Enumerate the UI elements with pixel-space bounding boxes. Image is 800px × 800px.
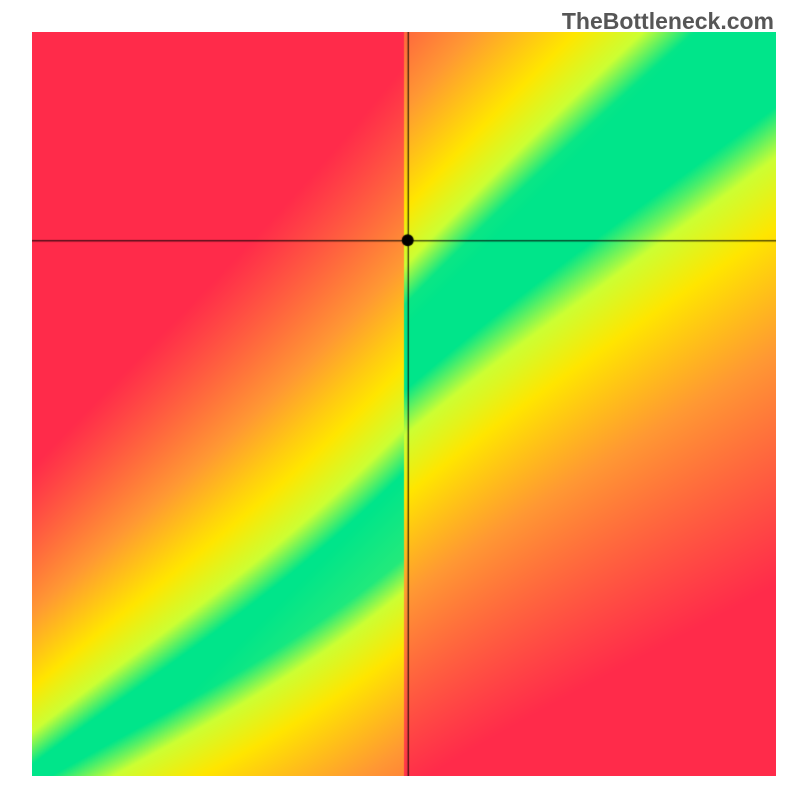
watermark-text: TheBottleneck.com: [562, 8, 774, 35]
bottleneck-heatmap: [32, 32, 776, 776]
